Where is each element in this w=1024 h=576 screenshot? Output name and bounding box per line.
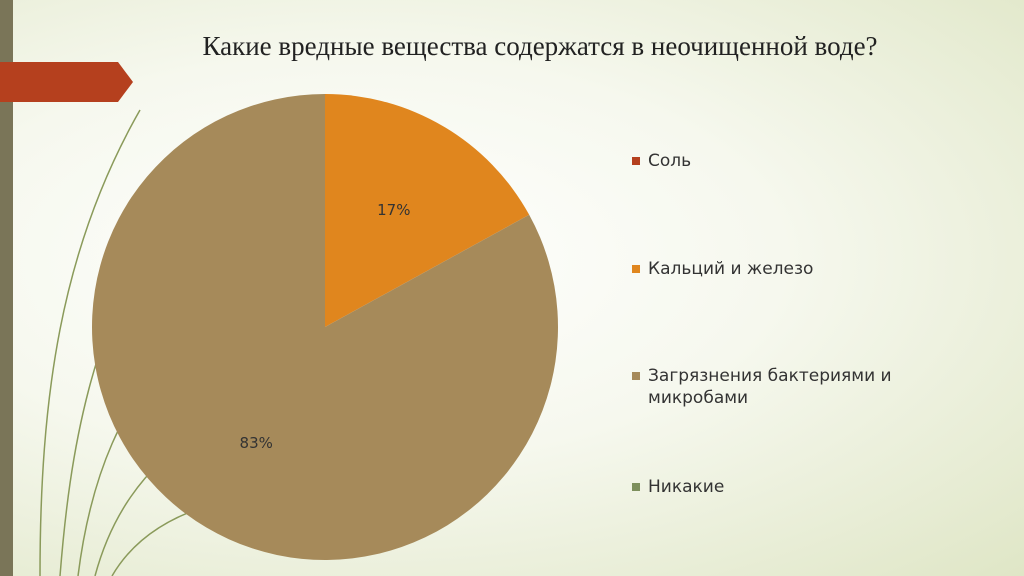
legend-item: Загрязнения бактериями и микробами (632, 365, 938, 409)
legend-swatch (632, 483, 640, 491)
chart: 0%17%83% (91, 94, 558, 560)
data-label: 83% (240, 434, 273, 452)
legend-item: Кальций и железо (632, 258, 938, 280)
data-label: 17% (377, 201, 410, 219)
legend-label: Кальций и железо (648, 259, 814, 279)
side-bar (0, 0, 13, 576)
legend-label: Никакие (648, 477, 725, 497)
pie-slice (91, 94, 558, 560)
chart-title: Какие вредные вещества содержатся в неоч… (202, 31, 878, 61)
legend-swatch (632, 265, 640, 273)
legend-label: Загрязнения бактериями и микробами (648, 366, 892, 408)
pie-slice (325, 94, 530, 327)
legend-swatch (632, 157, 640, 165)
legend-swatch (632, 372, 640, 380)
legend-label: Соль (648, 151, 692, 171)
legend-item: Соль (632, 150, 938, 172)
arrow-banner (0, 62, 133, 102)
legend-item: Никакие (632, 476, 938, 498)
